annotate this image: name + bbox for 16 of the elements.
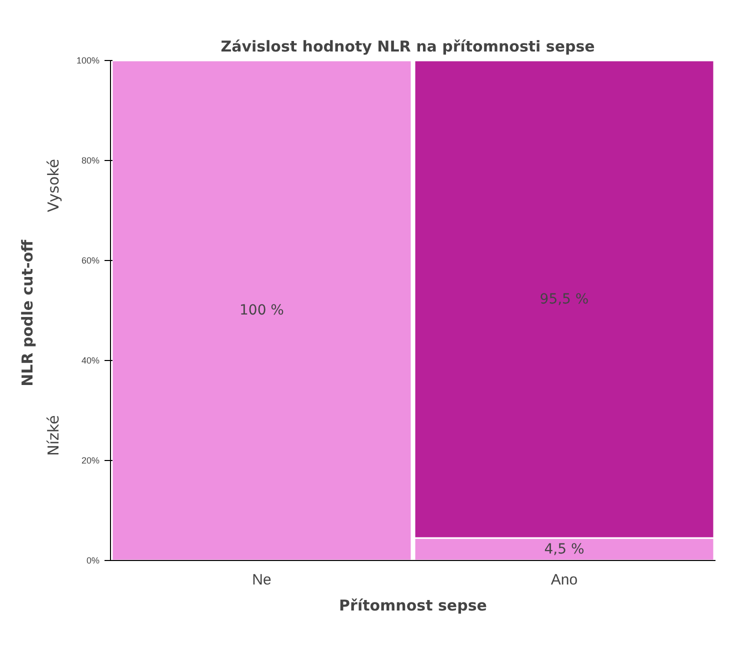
y-tick-label: 100% bbox=[76, 56, 100, 66]
data-label: 4,5 % bbox=[544, 541, 584, 558]
x-tick-label: Ne bbox=[252, 572, 272, 588]
text: Vysoké bbox=[44, 158, 62, 212]
y-tick-label: 60% bbox=[81, 256, 100, 266]
data-label: 95,5 % bbox=[540, 291, 589, 308]
y-tick-label: 80% bbox=[81, 156, 100, 166]
y-tick-label: 0% bbox=[86, 556, 100, 566]
x-axis-title: Přítomnost sepse bbox=[339, 596, 487, 614]
y-tick-label: 40% bbox=[81, 356, 100, 366]
y-tick-label: 20% bbox=[81, 456, 100, 466]
x-tick-label: Ano bbox=[550, 572, 578, 588]
data-label: 100 % bbox=[240, 302, 284, 318]
text: Nízké bbox=[44, 415, 62, 456]
chart-title: Závislost hodnoty NLR na přítomnosti sepse bbox=[220, 38, 595, 56]
y-axis-title: NLR podle cut-off bbox=[18, 238, 36, 386]
